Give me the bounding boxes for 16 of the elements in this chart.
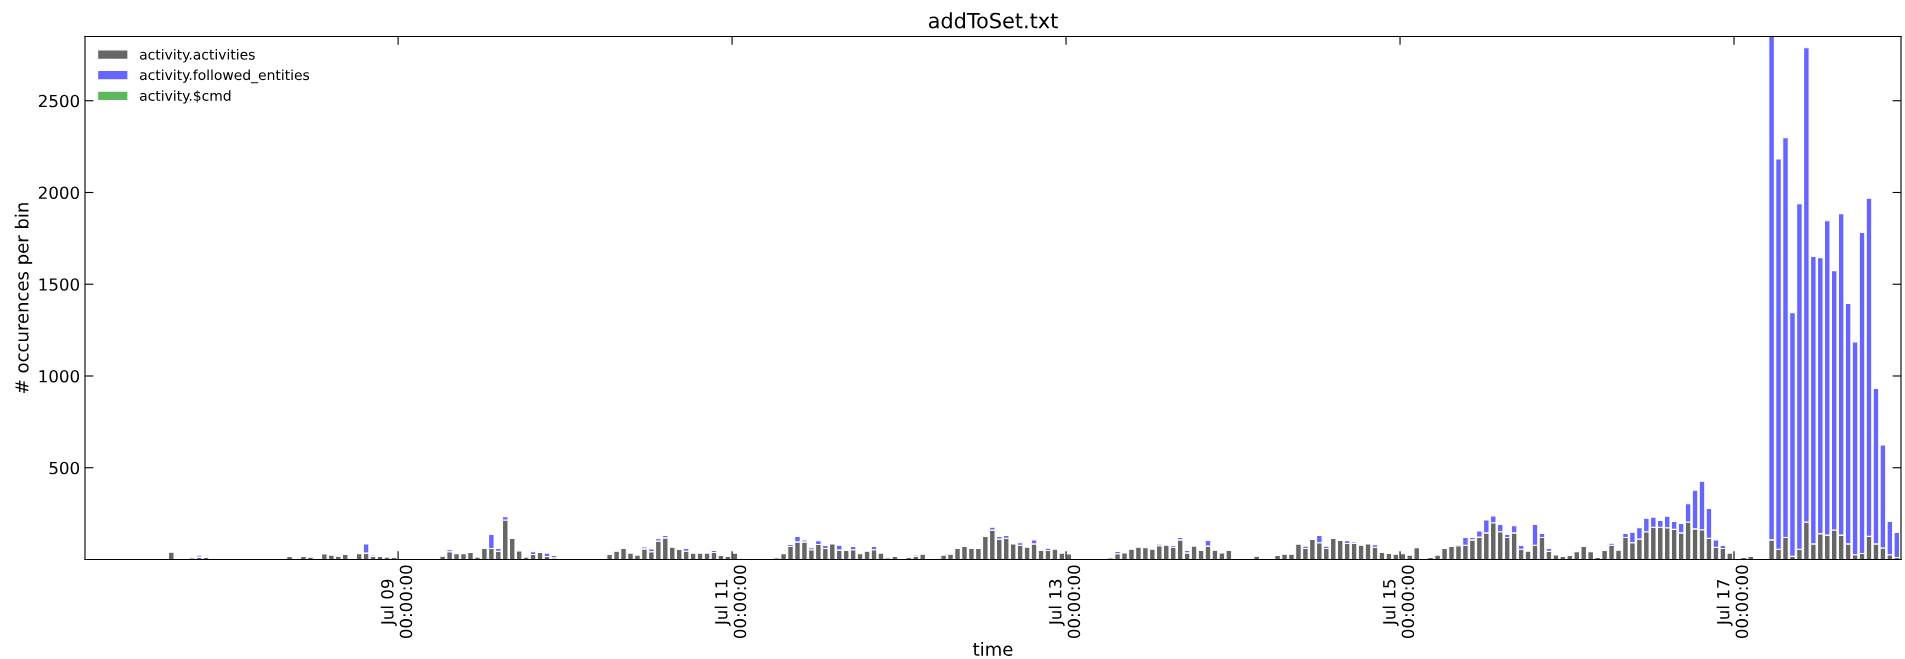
y-tick-label: 2500 [38,94,80,108]
legend-label: activity.$cmd [140,90,231,104]
y-tick-label: 500 [49,461,80,475]
chart-title: addToSet.txt [928,12,1058,29]
x-tick-label: Jul 09 00:00:00 [380,565,413,639]
y-tick-label: 1500 [39,278,80,291]
y-tick-label: 1000 [39,369,80,383]
x-axis-title: time [973,641,1013,656]
y-axis-title: # occurences per bin [14,203,33,393]
x-tick-label: Jul 15 00:00:00 [1382,565,1415,639]
legend-label: activity.activities [140,49,255,63]
x-tick-label: Jul 17 00:00:00 [1716,565,1749,639]
x-tick-label: Jul 13 00:00:00 [1048,565,1081,639]
legend-label: activity.followed_entities [140,69,310,84]
x-tick-label: Jul 11 00:00:00 [714,565,747,639]
y-tick-label: 2000 [38,186,80,200]
